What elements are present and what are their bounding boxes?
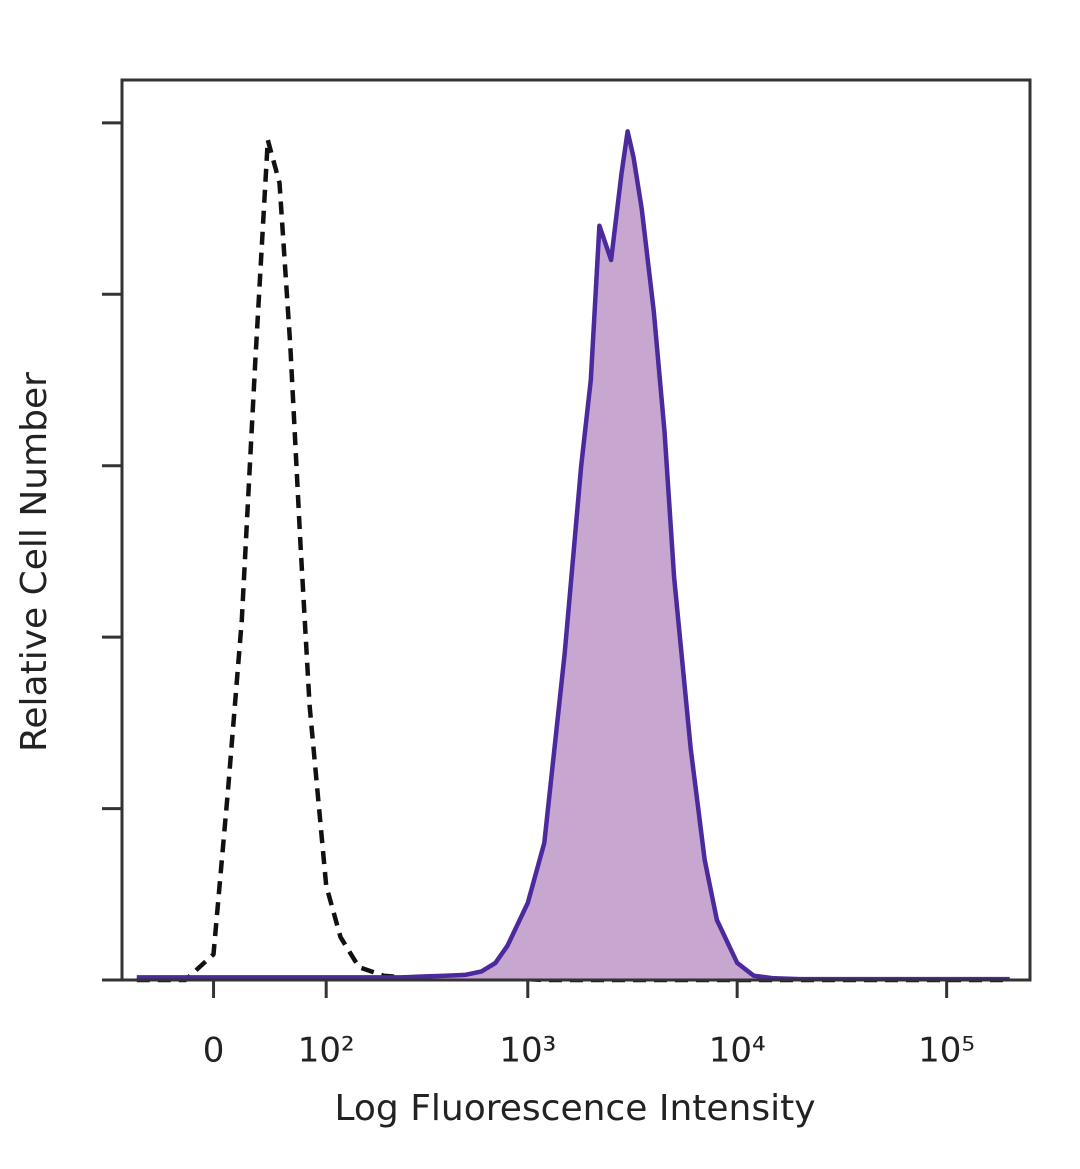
x-tick-label: 10⁵: [918, 1031, 975, 1071]
plot-frame: [120, 78, 1032, 982]
area: [136, 131, 1010, 980]
y-axis-title: Relative Cell Number: [14, 372, 55, 752]
x-tick-label: 10³: [499, 1031, 556, 1071]
x-tick-label: 10²: [298, 1031, 355, 1071]
line: [136, 129, 1010, 982]
x-axis-title: Log Fluorescence Intensity: [334, 1088, 815, 1129]
x-tick-label: 0: [203, 1031, 225, 1071]
x-tick-label: 10⁴: [709, 1031, 766, 1071]
